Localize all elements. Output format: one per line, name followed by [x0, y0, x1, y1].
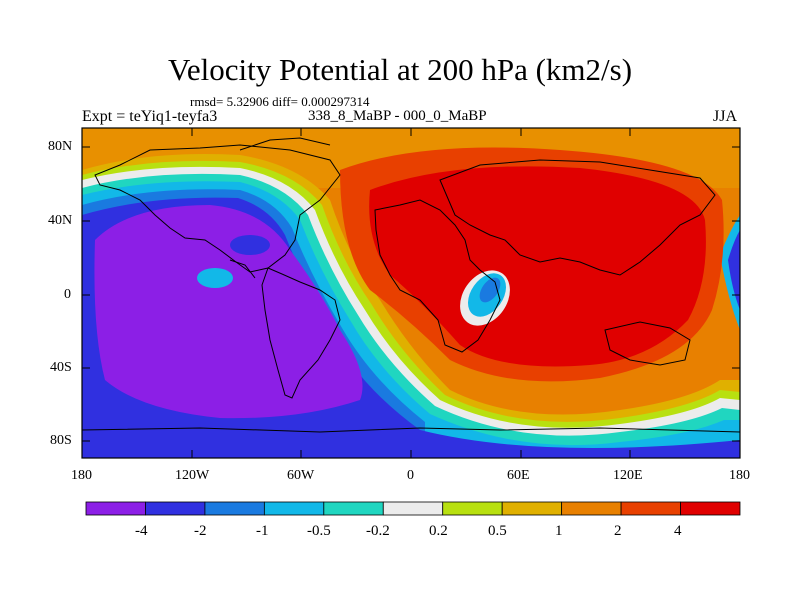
map-title: Velocity Potential at 200 hPa (km2/s) — [167, 52, 633, 87]
colorbar-label: -0.2 — [366, 523, 390, 539]
lat-label: 80S — [50, 433, 72, 448]
lon-label: 120W — [175, 468, 210, 483]
colorbar-label: 0.2 — [429, 523, 448, 539]
colorbar-label: -2 — [194, 523, 207, 539]
colorbar-swatch — [442, 501, 503, 516]
colorbar-label: 2 — [614, 523, 622, 539]
axis-ticks — [82, 128, 740, 458]
lon-label: 180 — [729, 468, 750, 483]
colorbar-swatch — [501, 501, 563, 516]
lon-label: 60E — [507, 468, 530, 483]
colorbar-swatch — [85, 501, 146, 516]
colorbar-swatch — [204, 501, 265, 516]
colorbar-swatch — [620, 501, 681, 516]
colorbar-swatch — [145, 501, 206, 516]
colorbar-swatch — [680, 501, 741, 516]
lon-label: 0 — [407, 468, 414, 483]
colorbar-label: 1 — [555, 523, 563, 539]
colorbar-label: -4 — [135, 523, 148, 539]
colorbar-label: -1 — [256, 523, 269, 539]
colorbar-label: 0.5 — [488, 523, 507, 539]
stats-line: rmsd= 5.32906 diff= 0.000297314 — [190, 94, 370, 109]
colorbar-swatch — [561, 501, 622, 516]
colorbar-swatch — [263, 501, 325, 516]
coastlines — [82, 137, 740, 433]
velocity-potential-field — [82, 128, 740, 458]
lat-label: 80N — [48, 139, 73, 154]
colorbar-swatch — [323, 501, 384, 516]
comparison-label: 338_8_MaBP - 000_0_MaBP — [308, 108, 487, 124]
experiment-label: Expt = teYiq1-teyfa3 — [82, 108, 218, 125]
lat-label: 0 — [64, 287, 71, 302]
season-label: JJA — [713, 108, 738, 125]
lon-label: 60W — [287, 468, 315, 483]
lat-label: 40N — [48, 213, 73, 228]
colorbar — [85, 501, 741, 516]
colorbar-label: -0.5 — [307, 523, 331, 539]
colorbar-swatch — [382, 501, 444, 516]
colorbar-label: 4 — [674, 523, 682, 539]
lat-label: 40S — [50, 360, 72, 375]
lon-label: 120E — [613, 468, 643, 483]
lon-label: 180 — [71, 468, 92, 483]
